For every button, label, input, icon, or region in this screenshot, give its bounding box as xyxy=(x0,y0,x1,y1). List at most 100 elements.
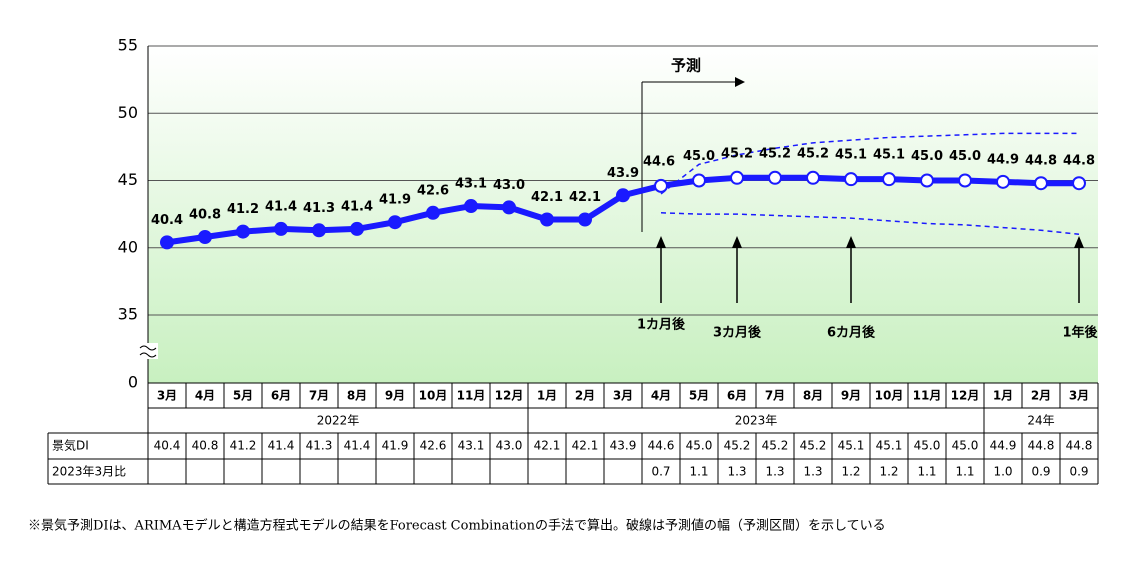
comparison-value: 1.0 xyxy=(993,465,1012,479)
data-point xyxy=(996,174,1010,189)
month-label: 4月 xyxy=(651,389,671,403)
month-label: 8月 xyxy=(803,389,823,403)
annotation-arrow-head xyxy=(1074,236,1084,248)
data-label: 41.3 xyxy=(303,201,335,216)
di-value: 41.3 xyxy=(306,439,333,453)
di-value: 45.2 xyxy=(724,439,751,453)
data-label: 43.9 xyxy=(607,166,639,181)
di-value: 41.9 xyxy=(382,439,409,453)
data-label: 45.0 xyxy=(911,149,943,164)
data-label: 43.1 xyxy=(455,177,487,192)
data-label: 45.0 xyxy=(683,149,715,164)
data-point xyxy=(274,221,288,236)
data-label: 44.6 xyxy=(643,154,675,169)
y-tick-label: 55 xyxy=(118,36,138,55)
annotation-arrow-head xyxy=(846,236,856,248)
di-value: 44.8 xyxy=(1028,439,1055,453)
data-point xyxy=(388,215,402,230)
month-label: 3月 xyxy=(157,389,177,403)
di-value: 45.2 xyxy=(762,439,789,453)
di-value: 40.8 xyxy=(192,439,219,453)
di-value: 44.9 xyxy=(990,439,1017,453)
month-label: 5月 xyxy=(233,389,253,403)
month-label: 5月 xyxy=(689,389,709,403)
di-value: 40.4 xyxy=(154,439,181,453)
axis-break xyxy=(139,345,157,358)
month-label: 12月 xyxy=(951,389,980,403)
data-label: 41.4 xyxy=(265,199,297,214)
data-point xyxy=(920,173,934,188)
comparison-value: 1.1 xyxy=(689,465,708,479)
di-value: 45.0 xyxy=(914,439,941,453)
month-label: 4月 xyxy=(195,389,215,403)
annotation-arrow-head xyxy=(732,236,742,248)
data-label: 41.9 xyxy=(379,193,411,208)
month-label: 7月 xyxy=(765,389,785,403)
data-point xyxy=(692,173,706,188)
annotation: 3カ月後 xyxy=(713,325,762,341)
y-tick-label: 40 xyxy=(118,237,138,256)
data-point xyxy=(768,170,782,185)
data-point xyxy=(464,199,478,214)
month-label: 2月 xyxy=(1031,389,1051,403)
data-label: 41.4 xyxy=(341,199,373,214)
data-label: 45.2 xyxy=(721,146,753,161)
data-label: 44.8 xyxy=(1063,154,1095,169)
month-label: 8月 xyxy=(347,389,367,403)
annotation: 6カ月後 xyxy=(827,325,876,341)
comparison-value: 1.2 xyxy=(841,465,860,479)
data-label: 42.1 xyxy=(569,190,601,205)
comparison-value: 1.1 xyxy=(917,465,936,479)
data-point xyxy=(426,205,440,220)
comparison-value: 1.3 xyxy=(727,465,746,479)
annotation-arrow-head xyxy=(656,236,666,248)
data-label: 41.2 xyxy=(227,202,259,217)
di-value: 45.0 xyxy=(952,439,979,453)
data-label: 44.9 xyxy=(987,152,1019,167)
forecast-arrow-head xyxy=(735,77,745,87)
data-point xyxy=(312,223,326,238)
data-point xyxy=(654,178,668,193)
plot-background xyxy=(148,46,1098,383)
data-label: 45.0 xyxy=(949,149,981,164)
data-point xyxy=(350,221,364,236)
data-point xyxy=(1072,176,1086,191)
forecast-band xyxy=(660,212,1080,236)
footnote: ※景気予測DIは、ARIMAモデルと構造方程式モデルの結果をForecast C… xyxy=(28,518,886,534)
month-label: 10月 xyxy=(419,389,448,403)
month-label: 3月 xyxy=(613,389,633,403)
y-tick-label: 35 xyxy=(118,305,138,324)
data-point xyxy=(236,224,250,239)
data-label: 43.0 xyxy=(493,178,525,193)
month-label: 6月 xyxy=(271,389,291,403)
data-label: 45.2 xyxy=(759,146,791,161)
di-value: 41.4 xyxy=(344,439,371,453)
month-label: 2月 xyxy=(575,389,595,403)
forecast-label: 予測 xyxy=(671,57,701,75)
data-point xyxy=(882,172,896,187)
month-label: 10月 xyxy=(875,389,904,403)
di-value: 44.6 xyxy=(648,439,675,453)
di-value: 45.0 xyxy=(686,439,713,453)
month-label: 9月 xyxy=(385,389,405,403)
comparison-value: 1.1 xyxy=(955,465,974,479)
forecast-band xyxy=(660,132,1079,195)
year-label: 2023年 xyxy=(735,414,778,428)
y-tick-label: 45 xyxy=(118,170,138,189)
row-label: 2023年3月比 xyxy=(52,465,126,479)
data-point xyxy=(1034,176,1048,191)
comparison-value: 0.9 xyxy=(1069,465,1088,479)
di-value: 42.1 xyxy=(572,439,599,453)
month-label: 12月 xyxy=(495,389,524,403)
month-label: 7月 xyxy=(309,389,329,403)
di-value: 45.1 xyxy=(838,439,865,453)
comparison-value: 1.2 xyxy=(879,465,898,479)
di-value: 44.8 xyxy=(1066,439,1093,453)
month-label: 11月 xyxy=(913,389,942,403)
month-label: 1月 xyxy=(993,389,1013,403)
comparison-value: 0.9 xyxy=(1031,465,1050,479)
data-label: 40.4 xyxy=(151,213,183,228)
data-point xyxy=(958,173,972,188)
month-label: 9月 xyxy=(841,389,861,403)
data-label: 45.1 xyxy=(873,148,905,163)
